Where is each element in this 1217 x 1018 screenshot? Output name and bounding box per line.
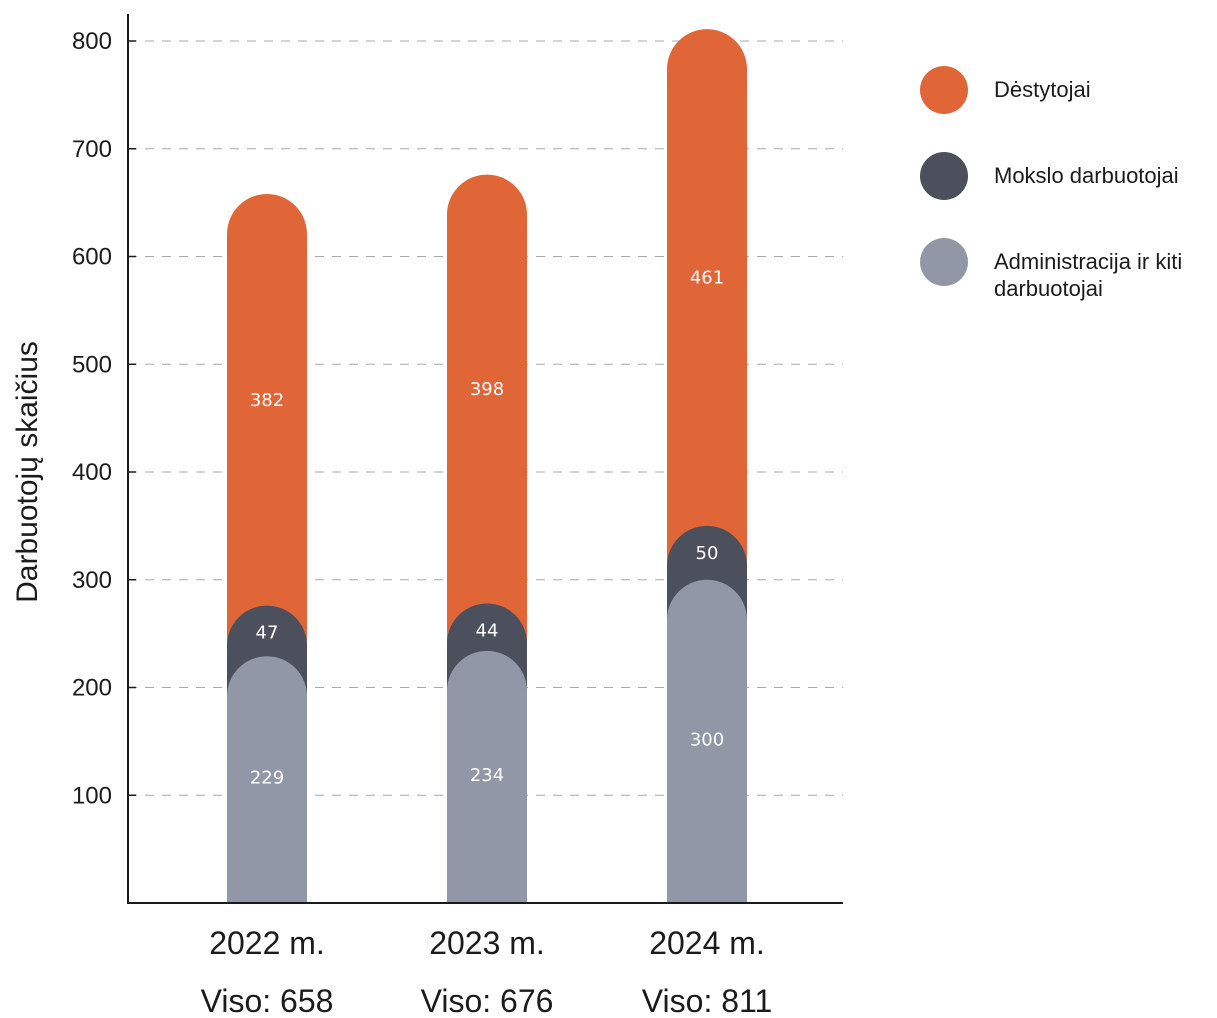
y-tick-label: 400 [72,459,112,486]
data-label: 300 [690,729,724,750]
data-label: 44 [476,620,499,641]
x-category-labels: 2022 m. Viso: 658 2023 m. Viso: 676 2024 m. V… [201,925,773,1018]
bar-cap [447,650,527,731]
y-tick-label: 300 [72,567,112,594]
legend-label: Administracija ir kiti darbuotojai [994,249,1183,301]
legend-label: Mokslo darbuotojai [994,163,1179,188]
bar-segment [667,579,747,903]
bar-cap [227,656,307,737]
legend-item: Mokslo darbuotojai [920,152,1215,200]
y-tick-label: 100 [72,782,112,809]
legend: Dėstytojai Mokslo darbuotojai Administraci… [920,66,1215,340]
legend-swatch [920,66,968,114]
total-label: Viso: 811 [642,983,772,1018]
y-tick-label: 200 [72,675,112,702]
data-label: 398 [470,379,504,400]
total-label: Viso: 658 [201,983,334,1018]
legend-item: Administracija ir kiti darbuotojai [920,238,1215,302]
bar-segment [447,650,527,903]
data-label: 382 [250,390,284,411]
data-label: 229 [250,768,284,789]
data-label: 50 [696,543,719,564]
y-tick-labels: 100 200 300 400 500 600 700 800 [72,28,112,809]
bars: 229 47 382 234 44 398 300 50 461 [227,29,747,904]
data-label: 461 [690,268,724,289]
bar-cap [667,29,747,110]
total-label: Viso: 676 [421,983,554,1018]
bar-segment [227,656,307,903]
data-label: 47 [256,623,279,644]
data-label: 234 [470,765,504,786]
x-category-label: 2024 m. [649,925,765,961]
x-category-label: 2022 m. [209,925,325,961]
bar-cap [227,194,307,275]
legend-label: Dėstytojai [994,77,1091,102]
bar-body [667,619,747,903]
bar-cap [447,174,527,255]
y-tick-label: 700 [72,136,112,163]
bar-cap [667,579,747,660]
y-tick-label: 600 [72,244,112,271]
legend-item: Dėstytojai [920,66,1215,114]
y-tick-label: 500 [72,351,112,378]
legend-swatch [920,152,968,200]
y-tick-label: 800 [72,28,112,55]
x-category-label: 2023 m. [429,925,545,961]
y-axis-label: Darbuotojų skaičius [11,341,44,603]
legend-swatch [920,238,968,286]
